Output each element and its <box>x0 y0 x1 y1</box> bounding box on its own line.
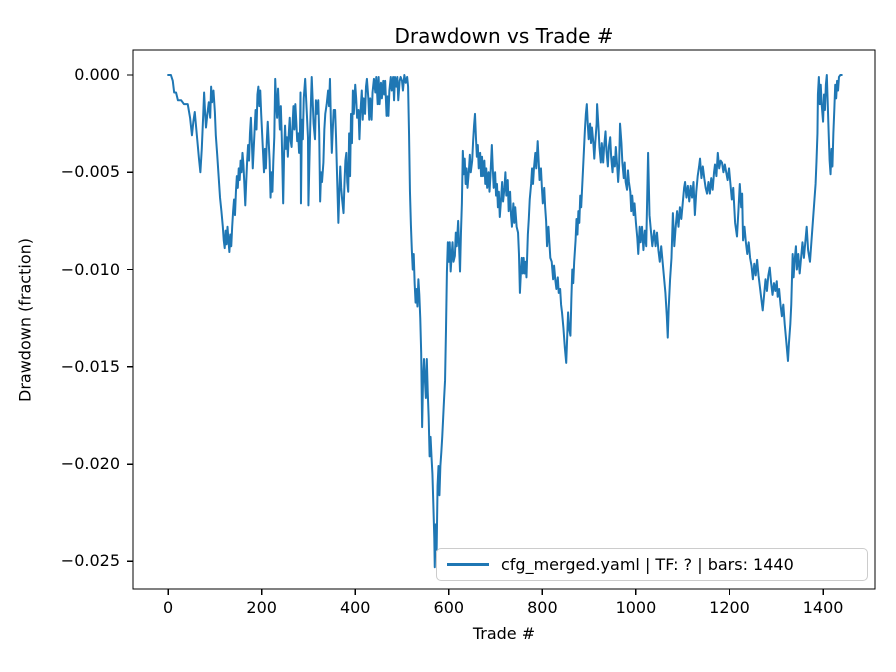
axes-spines <box>132 49 876 590</box>
x-axis-label: Trade # <box>472 624 536 643</box>
x-tick-label: 400 <box>339 598 371 617</box>
y-tick-label: −0.010 <box>60 259 120 279</box>
y-tick-label: −0.015 <box>60 356 120 376</box>
y-tick-label: 0.000 <box>74 64 120 84</box>
y-tick-label: −0.025 <box>60 551 120 571</box>
x-tick-label: 0 <box>162 598 174 617</box>
x-tick-label: 200 <box>246 598 277 617</box>
y-tick-label: −0.020 <box>60 454 120 474</box>
legend-line-swatch <box>447 563 489 566</box>
drawdown-line <box>167 74 843 569</box>
x-tick-label: 1000 <box>615 598 657 617</box>
x-tick-label: 600 <box>433 598 465 617</box>
x-tick-label: 1400 <box>802 598 844 617</box>
chart-title: Drawdown vs Trade # <box>394 24 614 48</box>
y-tick-label: −0.005 <box>60 162 120 182</box>
x-tick-label: 800 <box>527 598 558 617</box>
legend-label: cfg_merged.yaml | TF: ? | bars: 1440 <box>501 555 794 574</box>
x-tick-label: 1200 <box>709 598 750 617</box>
legend: cfg_merged.yaml | TF: ? | bars: 1440 <box>436 548 868 581</box>
